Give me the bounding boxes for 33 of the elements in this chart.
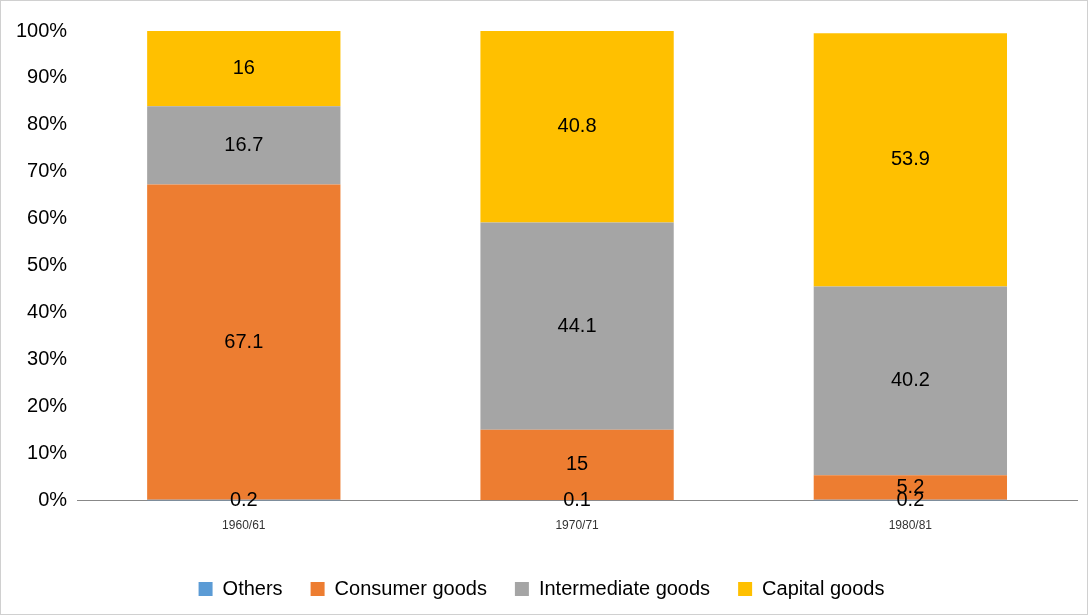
data-label: 44.1 xyxy=(557,313,597,336)
bar xyxy=(480,31,674,223)
y-tick-label: 40% xyxy=(27,300,68,323)
y-tick-label: 60% xyxy=(27,206,68,229)
data-label: 40.2 xyxy=(890,368,930,391)
data-label: 0.2 xyxy=(229,488,258,511)
x-tick-label: 1980/81 xyxy=(888,518,933,533)
data-label: 16.7 xyxy=(224,132,264,155)
legend-label: Others xyxy=(222,576,283,599)
y-tick-label: 50% xyxy=(27,253,68,276)
y-tick-label: 0% xyxy=(38,488,68,511)
y-tick-label: 20% xyxy=(27,394,68,417)
y-tick-label: 70% xyxy=(27,159,68,182)
bar xyxy=(147,31,341,107)
legend-label: Capital goods xyxy=(762,576,885,599)
y-tick-label: 10% xyxy=(27,441,68,464)
bar xyxy=(813,286,1008,476)
data-label: 16 xyxy=(232,56,255,79)
bar xyxy=(480,222,674,430)
x-tick-label: 1960/61 xyxy=(222,518,266,533)
data-label: 15 xyxy=(565,452,589,475)
data-label: 53.9 xyxy=(890,147,930,170)
legend-label: Intermediate goods xyxy=(538,576,711,599)
data-label: 40.8 xyxy=(557,114,597,137)
y-tick-label: 90% xyxy=(27,65,68,88)
x-tick-label: 1970/71 xyxy=(555,518,600,533)
y-tick-label: 30% xyxy=(27,347,68,370)
y-tick-label: 80% xyxy=(27,112,68,135)
y-tick-label: 100% xyxy=(16,18,68,41)
data-label: 67.1 xyxy=(224,329,264,352)
bar xyxy=(147,106,341,185)
bar xyxy=(813,33,1008,287)
legend-label: Consumer goods xyxy=(334,576,487,599)
